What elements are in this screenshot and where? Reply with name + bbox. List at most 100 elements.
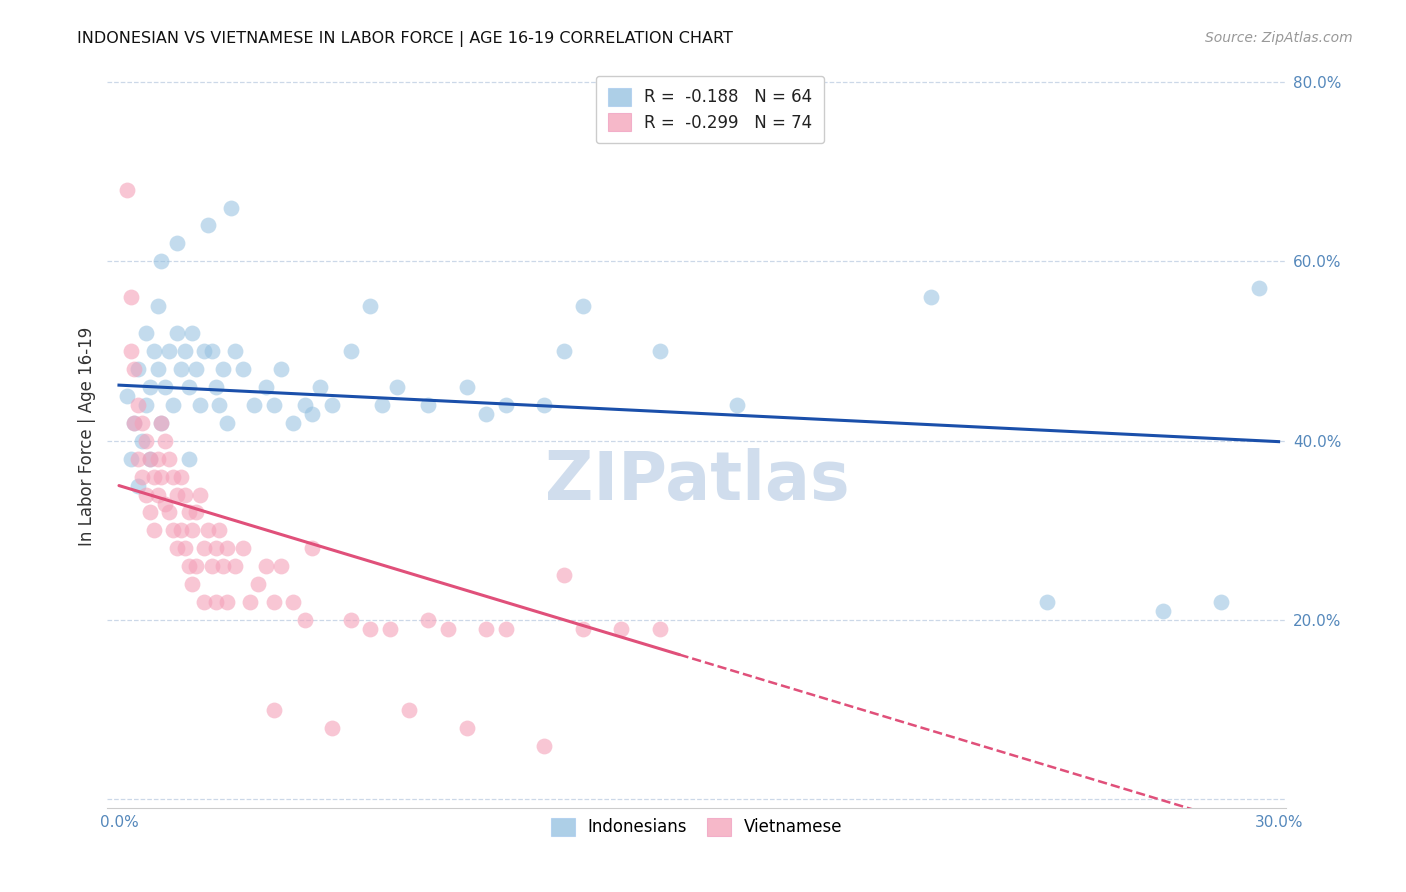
Point (475, 622, 498, 636)
Point (173, 344, 195, 359)
Point (217, 595, 239, 609)
Text: ZIPatlas: ZIPatlas (544, 448, 849, 514)
Point (232, 541, 254, 556)
Point (201, 559, 224, 574)
Point (398, 703, 420, 717)
Point (321, 721, 343, 735)
Point (204, 380, 226, 394)
Point (157, 344, 180, 359)
Point (142, 469, 165, 483)
Point (243, 398, 266, 412)
Point (115, 183, 138, 197)
Point (309, 380, 332, 394)
Point (142, 344, 165, 359)
Point (155, 380, 177, 394)
Point (170, 524, 193, 538)
Point (170, 362, 193, 376)
Point (263, 703, 285, 717)
Point (456, 721, 478, 735)
Point (212, 362, 235, 376)
Point (135, 434, 157, 448)
Point (177, 559, 200, 574)
Point (120, 290, 142, 304)
Point (173, 541, 195, 556)
Point (436, 622, 458, 636)
Point (219, 201, 242, 215)
Point (162, 524, 184, 538)
Point (294, 613, 316, 627)
Point (155, 434, 177, 448)
Point (572, 299, 595, 313)
Point (533, 398, 555, 412)
Point (139, 451, 162, 466)
Point (181, 577, 204, 591)
Point (146, 451, 169, 466)
Point (135, 326, 157, 340)
Point (139, 380, 162, 394)
Point (254, 559, 277, 574)
Point (127, 451, 149, 466)
Point (146, 362, 169, 376)
Point (162, 469, 184, 483)
Point (166, 487, 188, 501)
Point (281, 416, 304, 430)
Point (131, 434, 153, 448)
Point (124, 362, 146, 376)
Point (359, 299, 381, 313)
Point (387, 380, 409, 394)
Point (340, 613, 363, 627)
Point (301, 541, 323, 556)
Point (727, 398, 749, 412)
Point (418, 398, 440, 412)
Text: Source: ZipAtlas.com: Source: ZipAtlas.com (1205, 31, 1353, 45)
Point (166, 326, 188, 340)
Point (173, 487, 195, 501)
Point (294, 398, 316, 412)
Point (124, 416, 146, 430)
Point (1035, 595, 1057, 609)
Point (1152, 604, 1174, 618)
Point (533, 739, 555, 753)
Point (475, 407, 498, 421)
Point (131, 416, 153, 430)
Point (120, 451, 142, 466)
Point (186, 506, 208, 520)
Point (359, 622, 381, 636)
Point (553, 568, 575, 582)
Point (553, 344, 575, 359)
Point (135, 398, 157, 412)
Point (150, 416, 173, 430)
Y-axis label: In Labor Force | Age 16-19: In Labor Force | Age 16-19 (79, 326, 96, 546)
Point (177, 506, 200, 520)
Point (1249, 281, 1271, 295)
Point (127, 362, 149, 376)
Point (157, 451, 180, 466)
Point (197, 524, 219, 538)
Point (150, 469, 173, 483)
Point (301, 407, 323, 421)
Point (139, 451, 162, 466)
Point (155, 496, 177, 510)
Point (201, 344, 224, 359)
Point (193, 344, 215, 359)
Point (224, 559, 246, 574)
Point (146, 487, 169, 501)
Point (650, 344, 672, 359)
Point (1209, 595, 1232, 609)
Point (418, 613, 440, 627)
Point (204, 595, 226, 609)
Point (217, 541, 239, 556)
Legend: Indonesians, Vietnamese: Indonesians, Vietnamese (543, 809, 851, 845)
Point (186, 362, 208, 376)
Point (181, 326, 204, 340)
Point (193, 595, 215, 609)
Point (170, 469, 193, 483)
Point (181, 524, 204, 538)
Point (650, 622, 672, 636)
Point (127, 478, 149, 492)
Point (378, 622, 401, 636)
Point (139, 506, 162, 520)
Point (232, 362, 254, 376)
Point (150, 254, 173, 268)
Point (150, 416, 173, 430)
